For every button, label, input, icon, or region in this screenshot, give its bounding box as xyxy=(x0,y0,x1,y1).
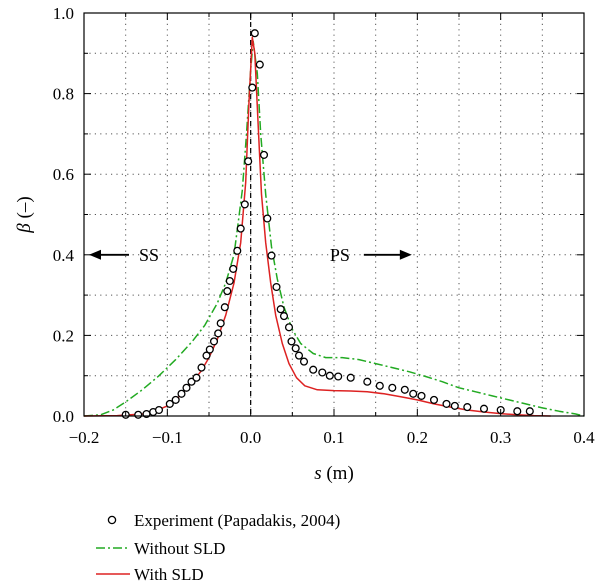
data-point xyxy=(154,405,164,415)
data-point xyxy=(233,246,242,255)
data-point xyxy=(276,305,285,314)
x-tick-label: 0.2 xyxy=(407,428,428,447)
tick-labels: −0.2 −0.1 0.0 0.1 0.2 0.3 0.4 0.0 0.2 0.4 0.6 0.8 1.… xyxy=(53,4,595,447)
legend: Experiment (Papadakis, 2004) Without SLD W… xyxy=(96,511,340,584)
data-point xyxy=(346,373,355,382)
data-point xyxy=(463,403,472,412)
grid xyxy=(84,13,584,416)
data-point xyxy=(513,407,522,416)
data-point xyxy=(263,214,272,223)
data-point xyxy=(220,303,229,312)
data-point xyxy=(255,60,264,69)
y-axis-label: β (–) xyxy=(14,196,35,233)
data-point xyxy=(450,401,459,410)
y-tick-label: 0.2 xyxy=(53,326,74,345)
annotation-label: SS xyxy=(139,245,159,265)
data-point xyxy=(225,276,234,286)
annotation-label: PS xyxy=(330,245,350,265)
annotations: SS PS xyxy=(89,245,412,265)
x-axis-label: s (m) xyxy=(314,463,354,484)
data-point xyxy=(250,29,259,38)
axis-ticks xyxy=(83,12,585,417)
data-point xyxy=(240,200,249,209)
data-point xyxy=(236,224,245,233)
data-point xyxy=(177,389,186,398)
data-point xyxy=(229,264,238,273)
data-point xyxy=(442,399,451,408)
legend-label: With SLD xyxy=(134,565,204,584)
legend-label: Experiment (Papadakis, 2004) xyxy=(134,511,340,530)
data-point xyxy=(318,368,327,377)
x-tick-label: 0.3 xyxy=(490,428,511,447)
x-tick-label: 0.1 xyxy=(323,428,344,447)
data-point xyxy=(182,383,191,392)
data-point xyxy=(244,157,253,166)
data-point xyxy=(429,395,439,404)
data-point xyxy=(223,287,232,296)
annotation-arrowhead xyxy=(89,249,101,260)
data-point xyxy=(214,329,223,338)
legend-label: Without SLD xyxy=(134,539,225,558)
data-point xyxy=(279,312,289,321)
data-point xyxy=(248,83,257,92)
data-point xyxy=(202,351,211,360)
data-point xyxy=(363,377,372,386)
data-point xyxy=(388,383,397,392)
data-point xyxy=(334,372,343,381)
data-point xyxy=(259,150,269,159)
y-axis-unit: (–) xyxy=(14,196,35,223)
axis-labels: s (m) β (–) xyxy=(14,196,354,484)
data-point xyxy=(216,319,225,328)
data-point xyxy=(409,389,418,398)
data-point xyxy=(267,251,276,260)
legend-marker xyxy=(107,515,117,525)
data-point xyxy=(171,395,180,404)
annotation-arrowhead xyxy=(399,249,412,260)
y-tick-label: 1.0 xyxy=(53,4,74,23)
y-tick-label: 0.8 xyxy=(53,85,74,104)
data-point xyxy=(291,344,300,353)
data-point xyxy=(417,391,426,400)
x-axis-unit: (m) xyxy=(322,463,354,484)
data-point xyxy=(209,337,219,346)
data-point xyxy=(205,345,214,354)
data-point xyxy=(197,363,206,372)
x-tick-label: 0.4 xyxy=(573,428,595,447)
data-point xyxy=(165,399,174,408)
y-axis-symbol: β xyxy=(14,223,35,234)
data-point xyxy=(525,407,534,416)
data-point xyxy=(287,337,296,346)
data-point xyxy=(192,373,201,382)
data-point xyxy=(134,410,143,419)
data-point xyxy=(309,365,318,374)
y-tick-label: 0.0 xyxy=(53,407,74,426)
x-tick-label: 0.0 xyxy=(240,428,261,447)
data-point xyxy=(272,282,281,292)
data-point xyxy=(375,381,384,390)
y-tick-label: 0.4 xyxy=(53,246,75,265)
x-tick-label: −0.2 xyxy=(69,428,100,447)
data-point xyxy=(479,404,489,413)
data-point xyxy=(325,371,334,380)
data-point xyxy=(400,385,409,394)
series-layer xyxy=(83,29,585,419)
data-point xyxy=(284,323,294,332)
x-tick-label: −0.1 xyxy=(152,428,183,447)
x-axis-symbol: s xyxy=(314,463,321,484)
data-point xyxy=(294,351,304,360)
y-tick-label: 0.6 xyxy=(53,165,74,184)
series-line xyxy=(83,40,585,417)
data-point xyxy=(299,357,309,366)
